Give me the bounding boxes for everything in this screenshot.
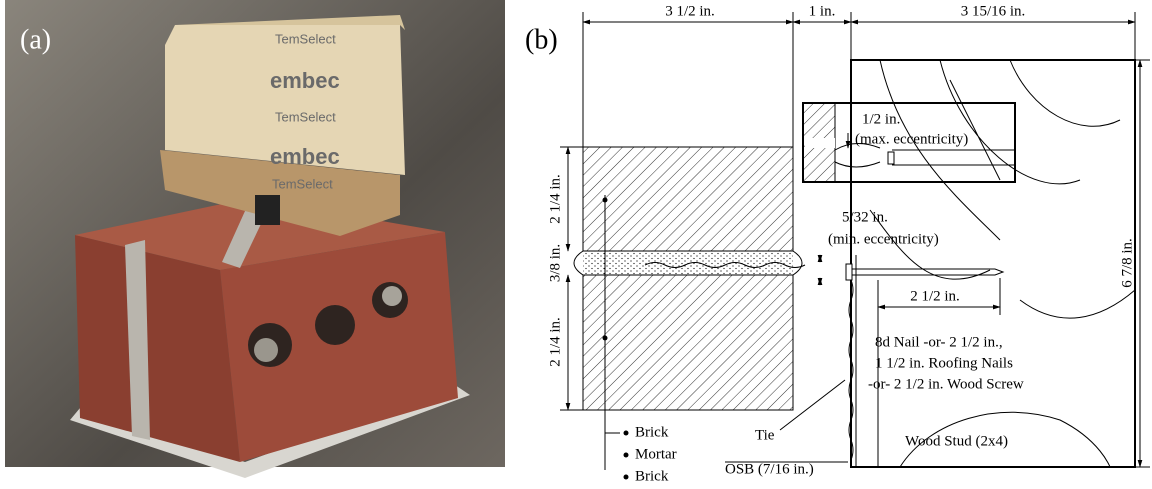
dimension-label: 2 1/4 in. bbox=[547, 174, 563, 224]
annotation: -or- 2 1/2 in. Wood Screw bbox=[868, 376, 1024, 392]
annotation: 5/32 in. bbox=[842, 209, 888, 225]
figure: TemSelect embec TemSelect embec TemSelec… bbox=[0, 0, 1152, 489]
dimension-label: 6 7/8 in. bbox=[1119, 238, 1135, 288]
annotation: (max. eccentricity) bbox=[855, 131, 968, 147]
annotation: 1/2 in. bbox=[862, 111, 900, 127]
dimension-label: 3 1/2 in. bbox=[665, 3, 715, 19]
wood-marking: TemSelect bbox=[275, 31, 336, 46]
annotation: Tie bbox=[755, 427, 775, 443]
annotation: 8d Nail -or- 2 1/2 in., bbox=[875, 334, 1003, 350]
diagram: (b) 3 1/2 in. 1 in. 3 15/16 in. 2 1/4 in… bbox=[525, 3, 1150, 484]
wood-marking: embec bbox=[270, 68, 340, 93]
legend-item: Brick bbox=[635, 424, 669, 440]
annotation: OSB (7/16 in.) bbox=[725, 461, 814, 477]
wood-marking: TemSelect bbox=[275, 109, 336, 124]
dimension-label: 2 1/2 in. bbox=[910, 288, 960, 304]
panel-label: (b) bbox=[525, 24, 558, 55]
wood-marking: embec bbox=[270, 144, 340, 169]
wood-marking: TemSelect bbox=[272, 176, 333, 191]
legend-item: Mortar bbox=[635, 446, 677, 462]
photo: TemSelect embec TemSelect embec TemSelec… bbox=[5, 0, 505, 478]
panel-label: (a) bbox=[20, 24, 51, 55]
annotation: Wood Stud (2x4) bbox=[905, 433, 1008, 449]
dimension-label: 1 in. bbox=[809, 3, 836, 19]
annotation: (min. eccentricity) bbox=[828, 231, 939, 247]
dimension-label: 3/8 in. bbox=[547, 244, 563, 282]
dimension-label: 2 1/4 in. bbox=[547, 317, 563, 367]
legend-item: Brick bbox=[635, 468, 669, 484]
dimension-label: 3 15/16 in. bbox=[961, 3, 1026, 19]
annotation: 1 1/2 in. Roofing Nails bbox=[875, 355, 1013, 371]
